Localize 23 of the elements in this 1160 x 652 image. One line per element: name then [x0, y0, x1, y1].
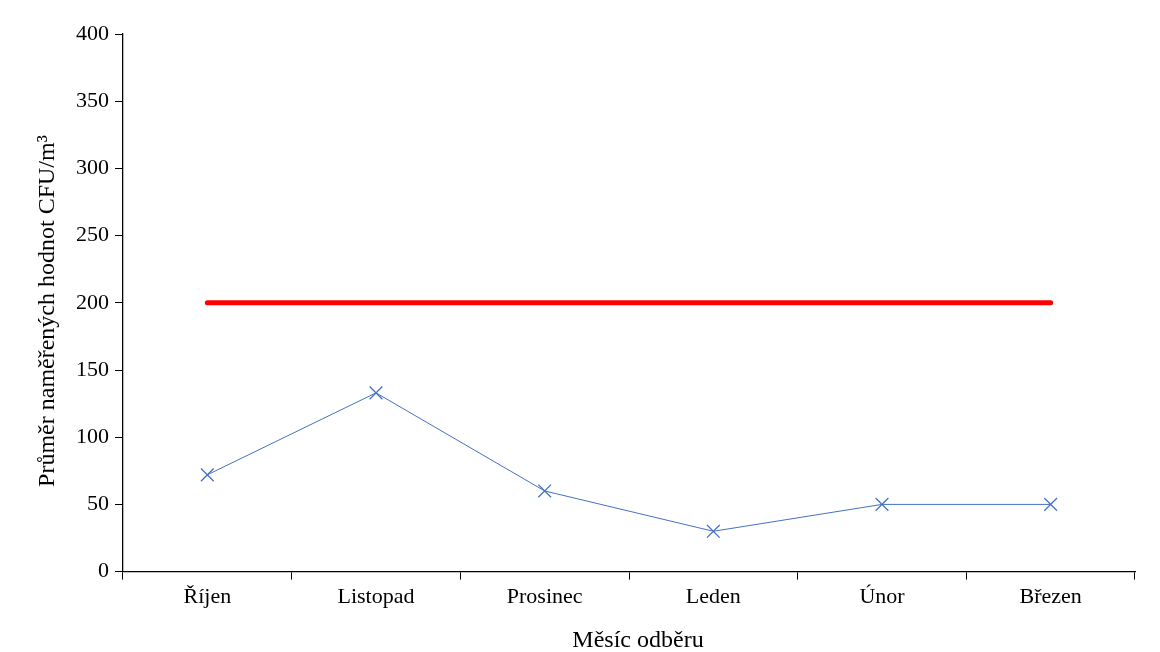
- y-tick-label: 300: [76, 154, 109, 180]
- x-tick-label: Únor: [859, 582, 906, 608]
- point: [537, 483, 552, 498]
- point: [200, 467, 215, 482]
- x-tick-label: Březen: [1019, 582, 1082, 608]
- x-axis-title: Měsíc odběru: [572, 626, 704, 652]
- x-tick-label: Říjen: [183, 582, 232, 608]
- point: [1043, 497, 1058, 512]
- y-tick-label: 0: [98, 557, 109, 583]
- y-tick-label: 50: [87, 490, 109, 516]
- y-tick-label: 200: [76, 288, 109, 314]
- x-tick-label: Prosinec: [506, 582, 583, 608]
- x-tick-label: Leden: [685, 582, 741, 608]
- y-tick-label: 350: [76, 86, 109, 112]
- point: [706, 524, 721, 539]
- point: [874, 497, 890, 512]
- y-tick-label: 400: [76, 19, 109, 45]
- y-tick-label: 250: [76, 221, 109, 247]
- point: [368, 385, 384, 400]
- x-tick-label: Listopad: [337, 582, 415, 608]
- y-tick-label: 100: [76, 422, 109, 448]
- y-tick-label: 150: [76, 355, 109, 381]
- y-axis-title: Průměr naměřených hodnot CFU/m³: [32, 135, 60, 487]
